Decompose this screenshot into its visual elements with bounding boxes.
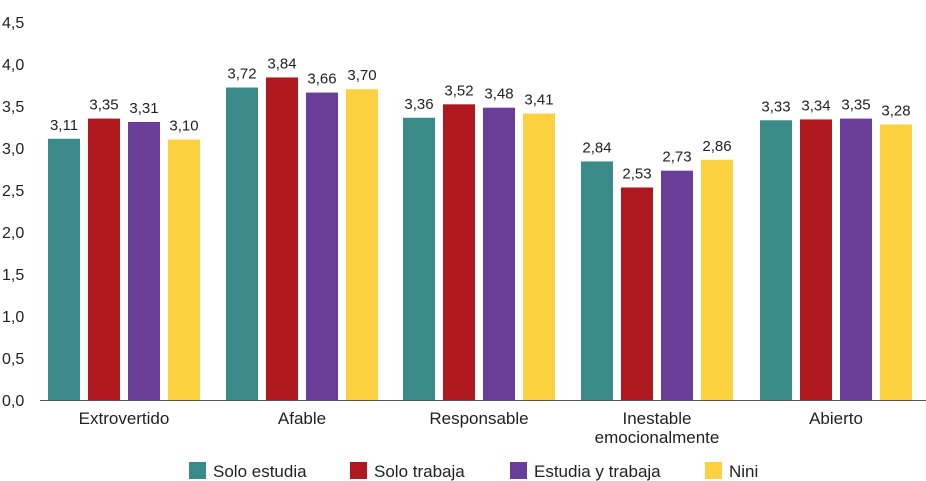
bar — [701, 159, 733, 400]
y-tick-label: 4,5 — [2, 15, 24, 32]
bar — [523, 113, 555, 400]
data-label: 3,41 — [524, 92, 553, 109]
data-label: 3,66 — [307, 71, 336, 88]
legend-swatch — [510, 462, 527, 479]
legend-label: Solo trabaja — [374, 462, 465, 481]
y-tick-label: 1,0 — [2, 309, 24, 326]
bar — [48, 138, 80, 400]
category-label: Afable — [278, 409, 326, 428]
category-label: Responsable — [429, 409, 528, 428]
data-label: 3,52 — [444, 82, 473, 99]
bar — [168, 139, 200, 400]
y-axis: 0,0 0,5 1,0 1,5 2,0 2,5 3,0 3,5 4,0 4,5 — [2, 15, 24, 410]
y-tick-label: 3,0 — [2, 141, 24, 158]
data-label: 3,48 — [484, 86, 513, 103]
category-label: Abierto — [809, 409, 863, 428]
bar — [800, 119, 832, 400]
data-label: 3,36 — [404, 96, 433, 113]
y-tick-label: 4,0 — [2, 57, 24, 74]
data-label: 2,53 — [622, 165, 651, 182]
data-label: 3,84 — [267, 55, 296, 72]
bar — [581, 161, 613, 400]
bar — [128, 121, 160, 401]
category-label: Inestable emocionalmente — [595, 409, 720, 447]
data-label: 3,11 — [50, 117, 78, 134]
bar — [266, 77, 298, 400]
data-label: 3,35 — [89, 97, 118, 114]
bar — [661, 170, 693, 400]
category-label: Extrovertido — [79, 409, 170, 428]
y-tick-label: 2,0 — [2, 225, 24, 242]
bar — [483, 107, 515, 401]
legend-label: Estudia y trabaja — [534, 462, 661, 481]
y-tick-label: 0,0 — [2, 393, 24, 410]
bar — [880, 124, 912, 400]
y-tick-label: 2,5 — [2, 183, 24, 200]
bar — [443, 104, 475, 400]
bar — [88, 118, 120, 400]
y-tick-label: 3,5 — [2, 99, 24, 116]
legend-label: Nini — [729, 462, 758, 481]
legend-swatch — [705, 462, 722, 479]
y-tick-label: 0,5 — [2, 351, 24, 368]
data-label: 3,28 — [881, 102, 910, 119]
data-label: 2,73 — [662, 149, 691, 166]
data-label: 2,86 — [702, 138, 731, 155]
legend-label: Solo estudia — [213, 462, 307, 481]
data-label: 3,72 — [227, 66, 256, 83]
data-labels: 3,11 3,35 3,31 3,10 3,72 3,84 3,66 3,70 3,36 3,52… — [50, 55, 911, 182]
bar — [403, 117, 435, 400]
data-label: 3,35 — [841, 97, 870, 114]
bar — [621, 187, 653, 400]
data-label: 3,31 — [129, 100, 158, 117]
category-labels: Extrovertido Afable Responsable Inestable em… — [79, 409, 863, 447]
bar — [346, 89, 378, 400]
legend-swatch — [350, 462, 367, 479]
data-label: 2,84 — [582, 139, 611, 156]
data-label: 3,34 — [801, 97, 830, 114]
bar — [226, 87, 258, 401]
bar — [760, 120, 792, 400]
y-tick-label: 1,5 — [2, 267, 24, 284]
data-label: 3,33 — [761, 98, 790, 115]
data-label: 3,10 — [169, 118, 198, 135]
bar — [306, 92, 338, 400]
bar — [840, 118, 872, 400]
legend-swatch — [189, 462, 206, 479]
data-label: 3,70 — [347, 67, 376, 84]
legend: Solo estudia Solo trabaja Estudia y trabaj… — [189, 462, 758, 481]
bars — [48, 77, 912, 401]
